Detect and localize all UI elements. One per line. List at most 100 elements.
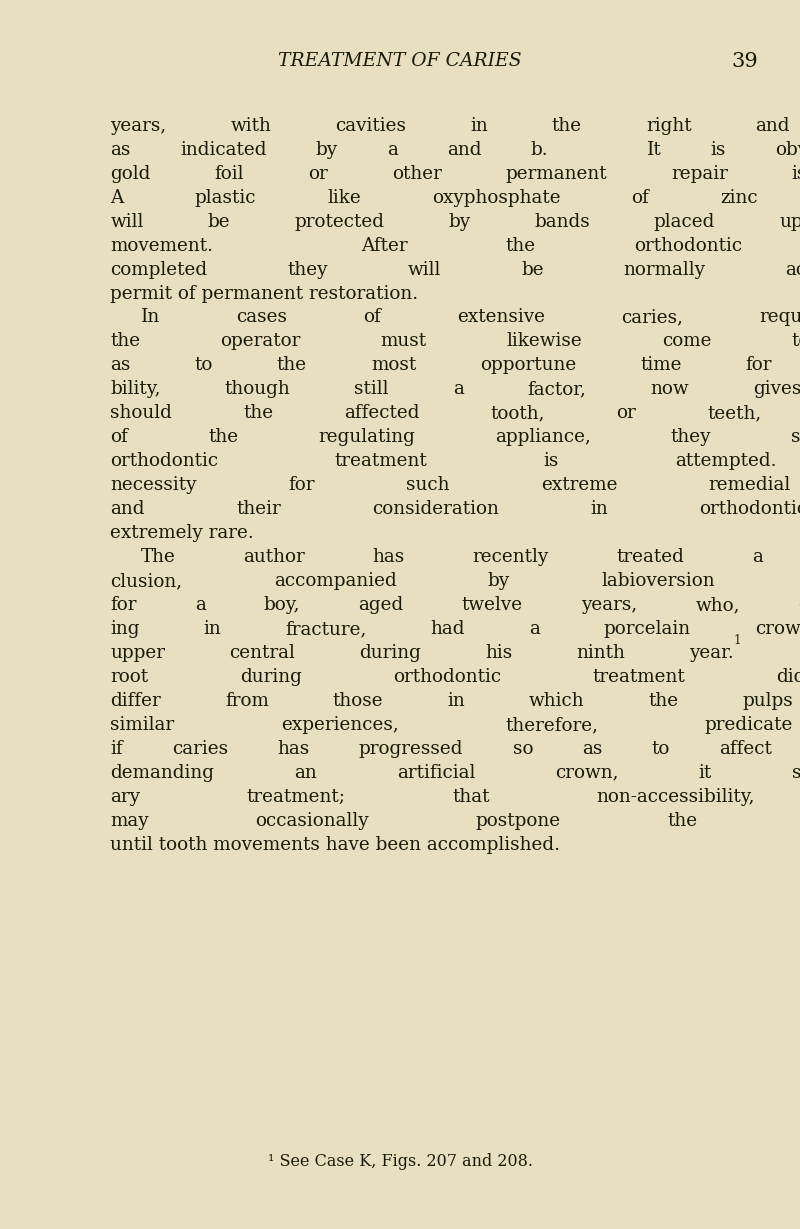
Text: did: did [777, 667, 800, 686]
Text: In: In [141, 308, 160, 327]
Text: his: his [485, 644, 512, 662]
Text: accompanied: accompanied [274, 571, 397, 590]
Text: treatment;: treatment; [247, 788, 346, 806]
Text: occasionally: occasionally [255, 811, 369, 830]
Text: requiring: requiring [759, 308, 800, 327]
Text: progressed: progressed [359, 740, 463, 758]
Text: which: which [529, 692, 585, 710]
Text: completed: completed [110, 261, 207, 279]
Text: indicated: indicated [180, 140, 266, 159]
Text: that: that [453, 788, 490, 806]
Text: be: be [521, 261, 544, 279]
Text: the: the [506, 236, 536, 254]
Text: foil: foil [214, 165, 244, 183]
Text: crown: crown [755, 619, 800, 638]
Text: b.: b. [530, 140, 548, 159]
Text: obvious: obvious [775, 140, 800, 159]
Text: bands: bands [534, 213, 590, 231]
Text: they: they [670, 428, 711, 446]
Text: After: After [361, 236, 407, 254]
Text: has: has [278, 740, 310, 758]
Text: if: if [110, 740, 123, 758]
Text: tooth,: tooth, [491, 404, 546, 423]
Text: ninth: ninth [576, 644, 625, 662]
Text: and: and [110, 500, 145, 519]
Text: with: with [230, 117, 271, 135]
Text: A: A [110, 188, 124, 206]
Text: predicate: predicate [705, 715, 793, 734]
Text: regulating: regulating [318, 428, 415, 446]
Text: differ: differ [110, 692, 161, 710]
Text: labioversion: labioversion [602, 571, 715, 590]
Text: caries: caries [172, 740, 228, 758]
Text: permit of permanent restoration.: permit of permanent restoration. [110, 284, 418, 302]
Text: as: as [110, 356, 130, 375]
Text: is: is [544, 452, 559, 471]
Text: extensive: extensive [457, 308, 545, 327]
Text: accessible,: accessible, [786, 261, 800, 279]
Text: of: of [110, 428, 128, 446]
Text: crown,: crown, [555, 763, 618, 782]
Text: protected: protected [294, 213, 384, 231]
Text: It: It [646, 140, 662, 159]
Text: be: be [208, 213, 230, 231]
Text: the: the [277, 356, 307, 375]
Text: twelve: twelve [462, 596, 523, 614]
Text: gives: gives [753, 380, 800, 398]
Text: affect: affect [719, 740, 772, 758]
Text: of: of [363, 308, 381, 327]
Text: artificial: artificial [397, 763, 475, 782]
Text: such: such [406, 476, 450, 494]
Text: most: most [371, 356, 416, 375]
Text: orthodontic: orthodontic [110, 452, 218, 471]
Text: placed: placed [654, 213, 715, 231]
Text: of: of [631, 188, 650, 206]
Text: come: come [662, 332, 712, 350]
Text: porcelain: porcelain [604, 619, 691, 638]
Text: a: a [387, 140, 398, 159]
Text: may: may [110, 811, 149, 830]
Text: operator: operator [221, 332, 301, 350]
Text: will: will [408, 261, 441, 279]
Text: a: a [195, 596, 206, 614]
Text: has: has [373, 548, 405, 567]
Text: root: root [110, 667, 149, 686]
Text: clusion,: clusion, [110, 571, 182, 590]
Text: 1: 1 [734, 634, 741, 648]
Text: cavities: cavities [335, 117, 406, 135]
Text: years,: years, [110, 117, 166, 135]
Text: cases: cases [236, 308, 287, 327]
Text: though: though [225, 380, 290, 398]
Text: in: in [204, 619, 222, 638]
Text: it: it [698, 763, 712, 782]
Text: therefore,: therefore, [506, 715, 598, 734]
Text: as: as [110, 140, 130, 159]
Text: a: a [453, 380, 464, 398]
Text: owing: owing [798, 596, 800, 614]
Text: pulps: pulps [742, 692, 794, 710]
Text: permanent: permanent [506, 165, 607, 183]
Text: they: they [287, 261, 328, 279]
Text: should: should [792, 763, 800, 782]
Text: and: and [447, 140, 482, 159]
Text: and: and [755, 117, 790, 135]
Text: bility,: bility, [110, 380, 161, 398]
Text: their: their [236, 500, 281, 519]
Text: boy,: boy, [264, 596, 301, 614]
Text: the: the [667, 811, 698, 830]
Text: gold: gold [110, 165, 150, 183]
Text: by: by [488, 571, 510, 590]
Text: plastic: plastic [194, 188, 256, 206]
Text: fracture,: fracture, [286, 619, 367, 638]
Text: orthodontic: orthodontic [634, 236, 742, 254]
Text: by: by [315, 140, 338, 159]
Text: treatment: treatment [592, 667, 685, 686]
Text: like: like [327, 188, 361, 206]
Text: affected: affected [344, 404, 420, 423]
Text: is: is [710, 140, 726, 159]
Text: oxyphosphate: oxyphosphate [432, 188, 561, 206]
Text: or: or [616, 404, 636, 423]
Text: so: so [513, 740, 533, 758]
Text: the: the [552, 117, 582, 135]
Text: for: for [288, 476, 314, 494]
